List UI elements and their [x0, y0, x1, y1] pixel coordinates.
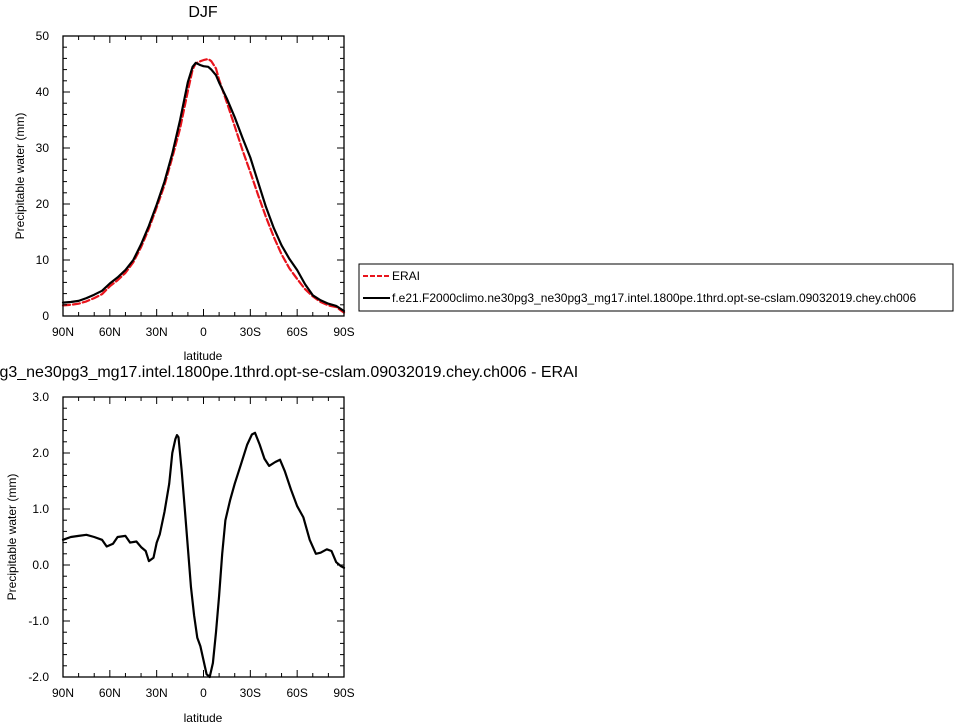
top-chart-y-tick-label: 10	[36, 253, 50, 267]
bottom-chart-x-tick-label: 60S	[286, 686, 307, 700]
bottom-chart-title: f.e21.F2000climo.ne30pg3_ne30pg3_mg17.in…	[0, 364, 578, 381]
bottom-chart-series-layer	[61, 431, 346, 679]
top-chart-x-tick-label: 90S	[333, 325, 354, 339]
top-chart-ylabel: Precipitable water (mm)	[13, 113, 27, 240]
bottom-chart-y-tick-label: -2.0	[28, 670, 49, 684]
top-chart-y-tick-label: 40	[36, 85, 50, 99]
bottom-chart-axes: 90N 60N 30N 0 30S 60S 90S -2.0 -1.0 0.0 1.0 2.0 3.0	[28, 390, 354, 700]
top-chart-x-tick-label: 30S	[240, 325, 261, 339]
bottom-chart-x-tick-label: 30N	[146, 686, 168, 700]
top-chart-x-tick-label: 0	[200, 325, 207, 339]
top-chart: DJF 90N 60N 30N 0 30S 60S 90S 0 10 20 30 40 50 latit…	[13, 4, 355, 363]
top-chart-y-tick-label: 20	[36, 197, 50, 211]
bottom-chart-x-tick-label: 60N	[99, 686, 121, 700]
bottom-chart-x-tick-label: 30S	[240, 686, 261, 700]
top-chart-x-tick-label: 30N	[146, 325, 168, 339]
bottom-chart: f.e21.F2000climo.ne30pg3_ne30pg3_mg17.in…	[0, 364, 578, 725]
legend-box	[358, 263, 954, 312]
bottom-chart-plot-frame	[62, 396, 345, 678]
top-chart-y-tick-label: 30	[36, 141, 50, 155]
bottom-chart-ylabel: Precipitable water (mm)	[5, 474, 19, 601]
bottom-chart-x-tick-label: 0	[200, 686, 207, 700]
bottom-chart-series-line-0	[61, 431, 346, 679]
legend-label-erai: ERAI	[392, 269, 420, 283]
top-chart-series-layer	[61, 57, 346, 314]
top-chart-plot-frame	[62, 35, 345, 317]
top-chart-series-line-0	[61, 57, 346, 314]
top-chart-xlabel: latitude	[184, 349, 223, 363]
bottom-chart-y-tick-label: 1.0	[32, 502, 49, 516]
top-chart-x-tick-label: 60N	[99, 325, 121, 339]
bottom-chart-x-tick-label: 90S	[333, 686, 354, 700]
top-chart-axes: 90N 60N 30N 0 30S 60S 90S 0 10 20 30 40 50	[36, 29, 355, 339]
bottom-chart-y-tick-label: 0.0	[32, 558, 49, 572]
top-chart-y-tick-label: 0	[42, 309, 49, 323]
legend: ERAI f.e21.F2000climo.ne30pg3_ne30pg3_mg…	[358, 263, 954, 312]
top-chart-series-line-1	[61, 61, 346, 313]
top-chart-x-tick-label: 60S	[286, 325, 307, 339]
bottom-chart-y-tick-label: 3.0	[32, 390, 49, 404]
bottom-chart-x-tick-label: 90N	[52, 686, 74, 700]
bottom-chart-xlabel: latitude	[184, 711, 223, 725]
top-chart-title: DJF	[188, 4, 218, 21]
legend-label-model: f.e21.F2000climo.ne30pg3_ne30pg3_mg17.in…	[392, 291, 916, 305]
bottom-chart-y-tick-label: 2.0	[32, 446, 49, 460]
top-chart-y-tick-label: 50	[36, 29, 50, 43]
bottom-chart-y-tick-label: -1.0	[28, 614, 49, 628]
top-chart-x-tick-label: 90N	[52, 325, 74, 339]
